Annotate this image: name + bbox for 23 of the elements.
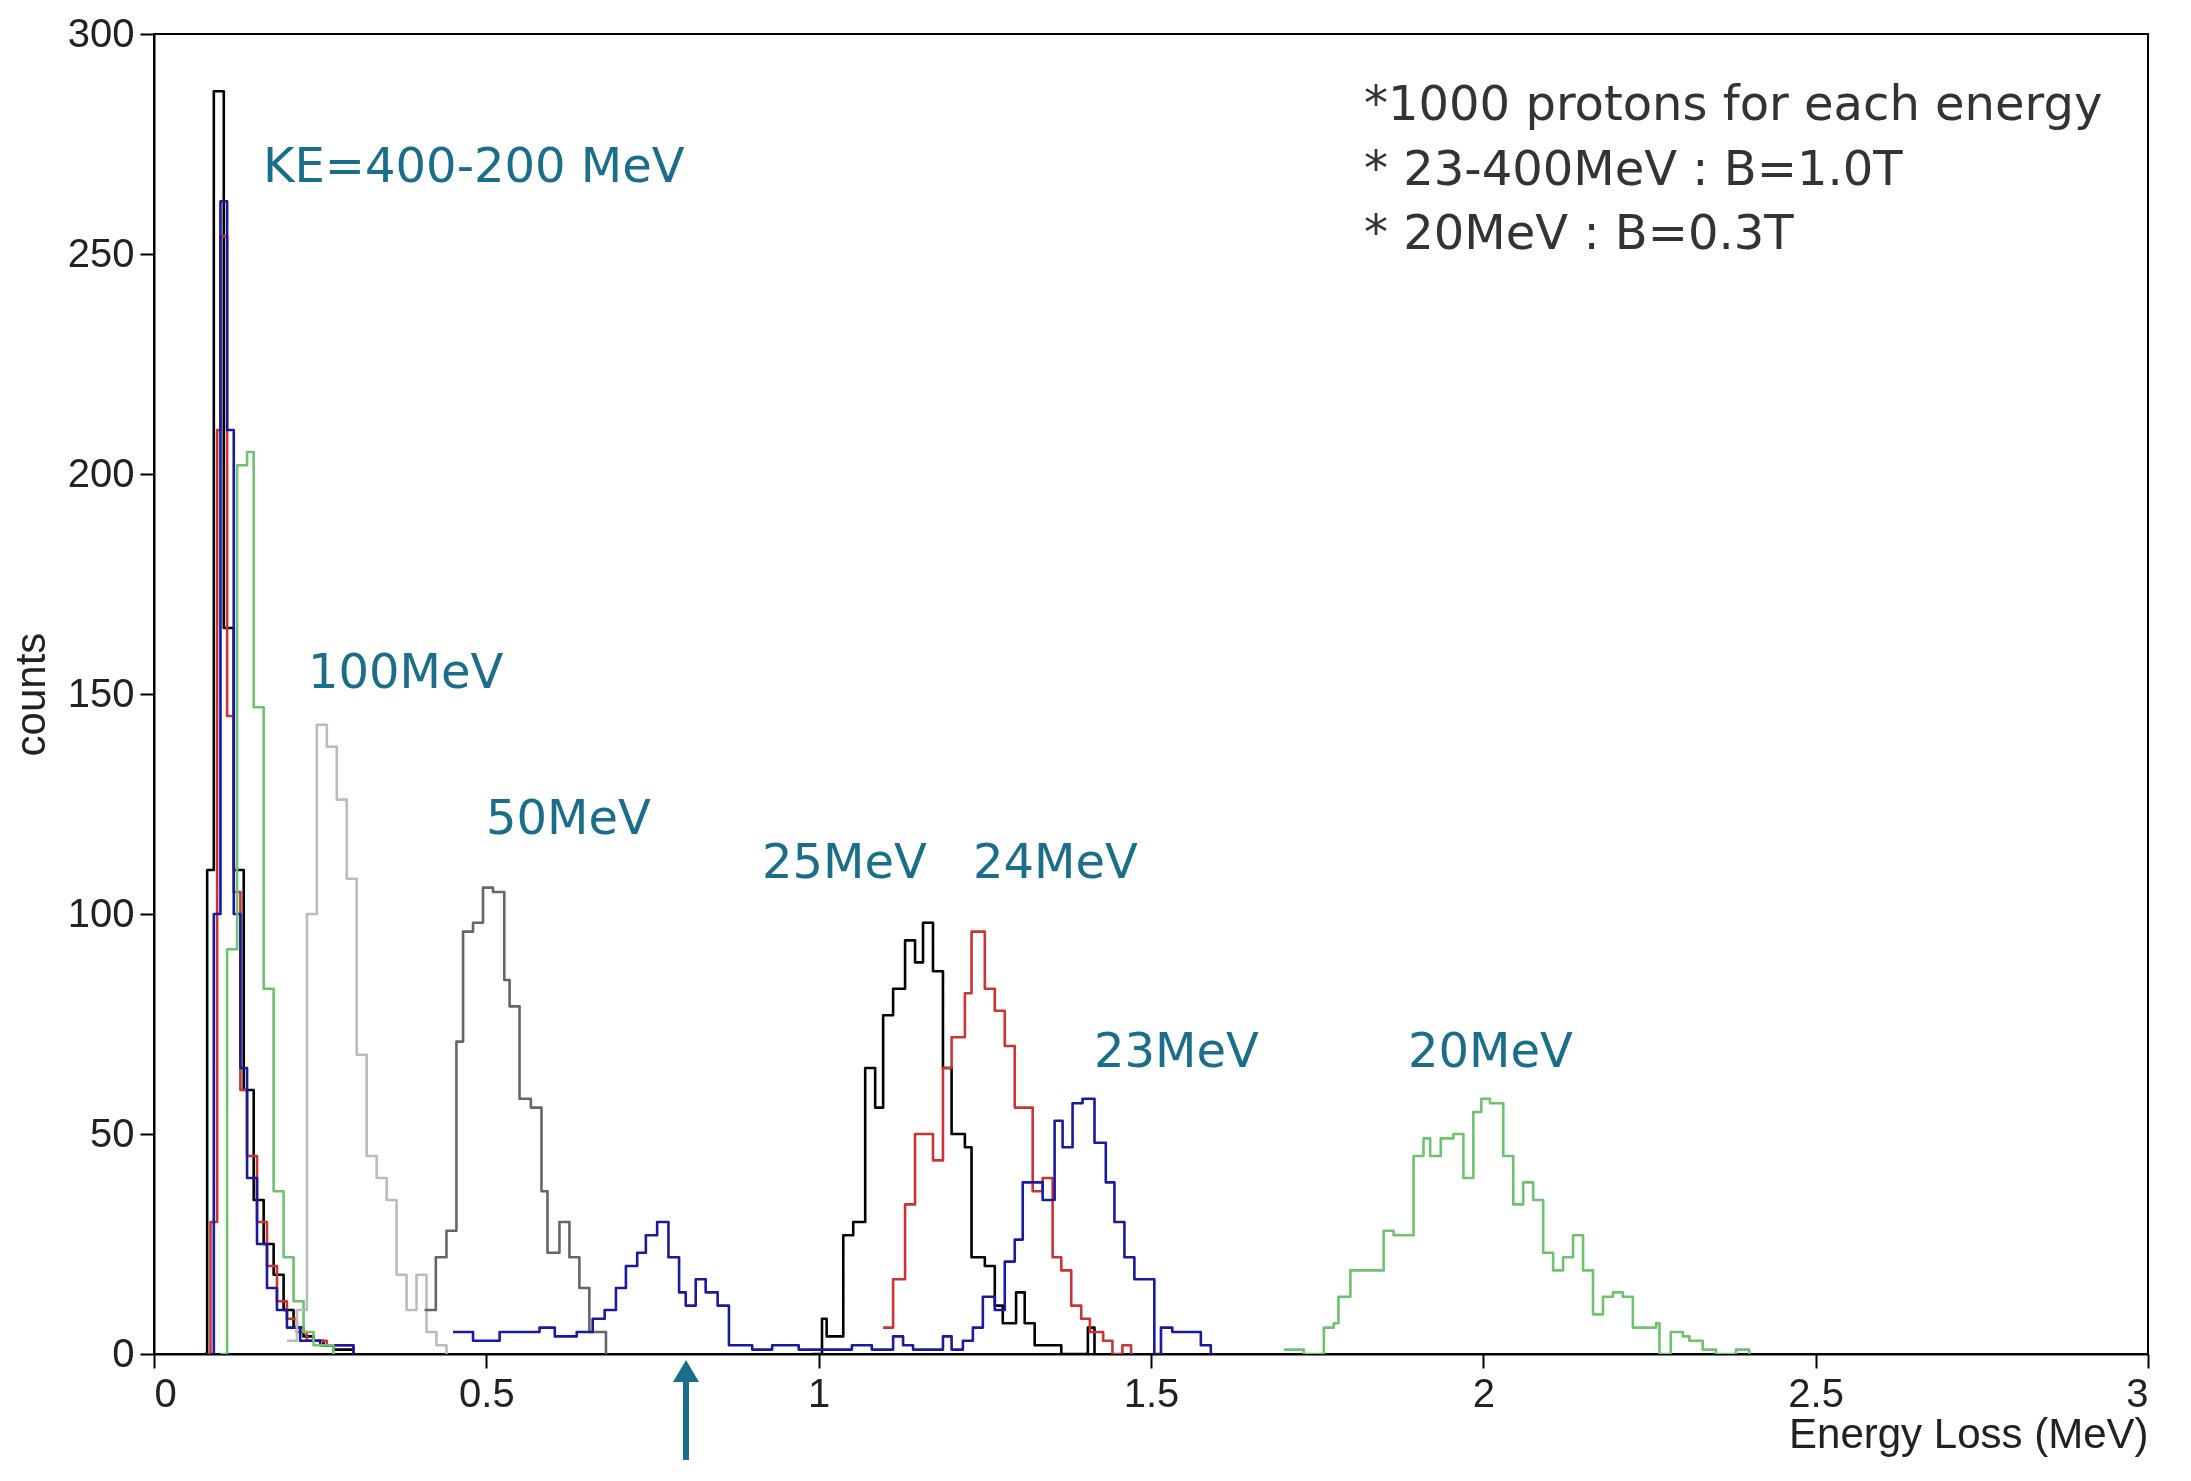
y-axis-title: counts [6, 632, 54, 757]
x-tick-label: 0.5 [459, 1370, 515, 1415]
x-tick-label: 2 [1472, 1370, 1495, 1415]
x-tick-label: 0 [154, 1370, 177, 1415]
x-tick-label: 1 [808, 1370, 831, 1415]
annotation: * 23-400MeV : B=1.0T [1364, 140, 1904, 197]
annotation: 100MeV [308, 643, 504, 700]
annotation: 24MeV [973, 833, 1139, 890]
annotation: 23MeV [1094, 1022, 1260, 1079]
y-tick-label: 50 [90, 1110, 135, 1155]
annotation: * 20MeV : B=0.3T [1364, 203, 1795, 260]
y-tick-label: 100 [67, 890, 135, 935]
y-tick-label: 200 [67, 450, 135, 495]
annotation: *1000 protons for each energy [1364, 75, 2103, 132]
y-tick-label: 0 [112, 1330, 135, 1375]
x-tick-label: 1.5 [1123, 1370, 1180, 1415]
annotation: 25MeV [762, 833, 928, 890]
annotation: 50MeV [486, 789, 652, 846]
annotation: KE=400-200 MeV [263, 137, 685, 194]
y-tick-label: 300 [67, 10, 135, 55]
annotation: 20MeV [1408, 1022, 1574, 1079]
y-tick-label: 250 [67, 230, 135, 275]
y-tick-label: 150 [67, 670, 135, 715]
